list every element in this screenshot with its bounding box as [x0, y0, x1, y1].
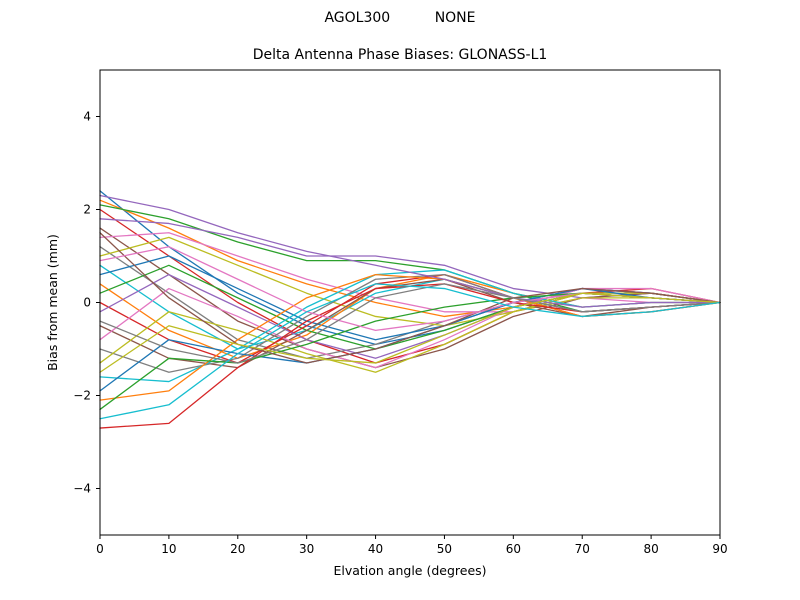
series-line-sv17	[99, 287, 721, 369]
series-line-sv24	[99, 283, 721, 429]
series-line-sv29	[99, 292, 721, 373]
y-tick-label: −4	[73, 482, 91, 496]
series-line-sv07	[99, 232, 721, 313]
x-tick-label: 0	[96, 542, 104, 556]
y-tick-label: 4	[83, 110, 91, 124]
series-line-sv16	[99, 278, 721, 369]
chart-suptitle: AGOL300 NONE	[324, 10, 476, 26]
x-axis-label: Elvation angle (degrees)	[333, 563, 486, 578]
x-tick-label: 10	[161, 542, 176, 556]
series-line-sv15	[99, 273, 721, 359]
series-line-sv25	[99, 194, 721, 308]
x-tick-label: 80	[643, 542, 658, 556]
y-tick-label: 0	[83, 296, 91, 310]
x-tick-label: 90	[712, 542, 727, 556]
series-line-sv13	[99, 264, 721, 350]
y-tick-label: −2	[73, 389, 91, 403]
series-line-sv12	[99, 273, 721, 359]
chart-title: Delta Antenna Phase Biases: GLONASS-L1	[252, 47, 548, 63]
y-tick-label: 2	[83, 203, 91, 217]
series-line-sv30	[99, 283, 721, 420]
x-tick-label: 70	[575, 542, 590, 556]
x-tick-label: 20	[230, 542, 245, 556]
x-tick-label: 40	[368, 542, 383, 556]
x-tick-label: 30	[299, 542, 314, 556]
y-axis-label: Bias from mean (mm)	[45, 234, 60, 371]
x-tick-label: 50	[437, 542, 452, 556]
series-line-sv26	[99, 232, 721, 364]
plot-border	[99, 69, 721, 536]
series-line-sv10	[99, 264, 721, 350]
series-line-sv09	[99, 236, 721, 327]
x-tick-label: 60	[506, 542, 521, 556]
series-line-sv28	[99, 283, 721, 364]
